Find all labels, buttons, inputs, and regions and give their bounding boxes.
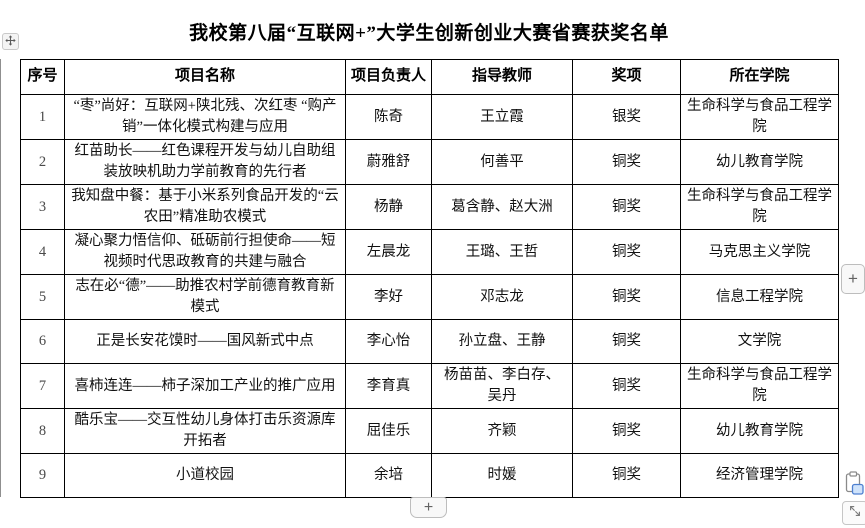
table-cell-award[interactable]: 银奖 — [572, 93, 681, 141]
column-header-award[interactable]: 奖项 — [572, 59, 681, 95]
table-cell-advisor[interactable]: 杨苗苗、李白存、吴丹 — [431, 363, 573, 410]
table-cell-college[interactable]: 文学院 — [680, 319, 839, 365]
diagonal-resize-icon — [847, 503, 863, 524]
table-cell-no[interactable]: 9 — [20, 453, 65, 499]
table-cell-leader[interactable]: 屈佳乐 — [345, 408, 432, 455]
table-cell-no[interactable]: 1 — [20, 93, 65, 141]
table-cell-project[interactable]: 红苗助长——红色课程开发与幼儿自助组装放映机助力学前教育的先行者 — [64, 139, 346, 186]
table-row: 3 我知盘中餐：基于小米系列食品开发的“云农田”精准助农模式 杨静 葛含静、赵大洲 铜奖… — [20, 184, 839, 231]
table-header-row: 序号 项目名称 项目负责人 指导教师 奖项 所在学院 — [20, 59, 839, 95]
table-cell-leader[interactable]: 李好 — [345, 274, 432, 321]
table-cell-award[interactable]: 铜奖 — [572, 319, 681, 365]
clipboard-icon — [845, 471, 864, 500]
table-row: 4 凝心聚力悟信仰、砥砺前行担使命——短视频时代思政教育的共建与融合 左晨龙 王璐、王… — [20, 229, 839, 276]
table-cell-college[interactable]: 马克思主义学院 — [680, 229, 839, 276]
table-cell-advisor[interactable]: 王立霞 — [431, 93, 573, 141]
table-cell-college[interactable]: 信息工程学院 — [680, 274, 839, 321]
table-body: 1 “枣”尚好：互联网+陕北残、次红枣 “购产销”一体化模式构建与应用 陈奇 王立霞银… — [20, 93, 839, 499]
table-cell-award[interactable]: 铜奖 — [572, 453, 681, 499]
table-cell-project[interactable]: 酷乐宝——交互性幼儿身体打击乐资源库开拓者 — [64, 408, 346, 455]
table-cell-advisor[interactable]: 时媛 — [431, 453, 573, 499]
paste-options-button[interactable] — [845, 471, 864, 496]
table-cell-no[interactable]: 7 — [20, 363, 65, 410]
table-move-handle[interactable] — [2, 33, 19, 50]
table-cell-no[interactable]: 4 — [20, 229, 65, 276]
table-cell-no[interactable]: 6 — [20, 319, 65, 365]
awards-table: 序号 项目名称 项目负责人 指导教师 奖项 所在学院 1 “枣”尚好：互联网+陕北… — [20, 59, 839, 499]
table-cell-project[interactable]: 小道校园 — [64, 453, 346, 499]
table-cell-advisor[interactable]: 何善平 — [431, 139, 573, 186]
table-cell-advisor[interactable]: 邓志龙 — [431, 274, 573, 321]
column-header-no[interactable]: 序号 — [20, 59, 65, 95]
table-cell-project[interactable]: 志在必“德”——助推农村学前德育教育新模式 — [64, 274, 346, 321]
page-title: 我校第八届“互联网+”大学生创新创业大赛省赛获奖名单 — [189, 23, 669, 44]
table-cell-leader[interactable]: 左晨龙 — [345, 229, 432, 276]
table-cell-leader[interactable]: 蔚雅舒 — [345, 139, 432, 186]
table-cell-award[interactable]: 铜奖 — [572, 139, 681, 186]
table-row: 6 正是长安花馍时——国风新式中点 李心怡 孙立盘、王静 铜奖 文学院 — [20, 319, 839, 365]
column-header-project[interactable]: 项目名称 — [64, 59, 346, 95]
table-cell-leader[interactable]: 李育真 — [345, 363, 432, 410]
table-cell-leader[interactable]: 杨静 — [345, 184, 432, 231]
table-row: 7 喜柿连连——柿子深加工产业的推广应用 李育真 杨苗苗、李白存、吴丹 铜奖 生命科学与食… — [20, 363, 839, 410]
table-cell-project[interactable]: “枣”尚好：互联网+陕北残、次红枣 “购产销”一体化模式构建与应用 — [64, 93, 346, 141]
table-row: 9 小道校园 余培 时媛 铜奖 经济管理学院 — [20, 453, 839, 499]
table-cell-college[interactable]: 生命科学与食品工程学院 — [680, 93, 839, 141]
table-cell-college[interactable]: 经济管理学院 — [680, 453, 839, 499]
table-cell-award[interactable]: 铜奖 — [572, 408, 681, 455]
table-cell-project[interactable]: 正是长安花馍时——国风新式中点 — [64, 319, 346, 365]
table-cell-advisor[interactable]: 葛含静、赵大洲 — [431, 184, 573, 231]
table-cell-no[interactable]: 2 — [20, 139, 65, 186]
table-cell-no[interactable]: 3 — [20, 184, 65, 231]
table-cell-leader[interactable]: 余培 — [345, 453, 432, 499]
page-edge-line — [0, 59, 1, 497]
table-row: 2 红苗助长——红色课程开发与幼儿自助组装放映机助力学前教育的先行者 蔚雅舒 何善平铜… — [20, 139, 839, 186]
table-cell-award[interactable]: 铜奖 — [572, 363, 681, 410]
table-cell-leader[interactable]: 李心怡 — [345, 319, 432, 365]
table-row: 8 酷乐宝——交互性幼儿身体打击乐资源库开拓者 屈佳乐 齐颖 铜奖 幼儿教育学院 — [20, 408, 839, 455]
column-header-leader[interactable]: 项目负责人 — [345, 59, 432, 95]
table-resize-handle[interactable] — [842, 501, 865, 525]
table-row: 1 “枣”尚好：互联网+陕北残、次红枣 “购产销”一体化模式构建与应用 陈奇 王立霞银… — [20, 93, 839, 141]
table-cell-college[interactable]: 生命科学与食品工程学院 — [680, 363, 839, 410]
table-row: 5 志在必“德”——助推农村学前德育教育新模式 李好 邓志龙 铜奖 信息工程学院 — [20, 274, 839, 321]
table-cell-no[interactable]: 8 — [20, 408, 65, 455]
table-cell-award[interactable]: 铜奖 — [572, 184, 681, 231]
table-cell-college[interactable]: 生命科学与食品工程学院 — [680, 184, 839, 231]
table-cell-advisor[interactable]: 齐颖 — [431, 408, 573, 455]
move-cross-icon — [5, 33, 16, 51]
table-cell-advisor[interactable]: 孙立盘、王静 — [431, 319, 573, 365]
table-cell-leader[interactable]: 陈奇 — [345, 93, 432, 141]
table-cell-college[interactable]: 幼儿教育学院 — [680, 408, 839, 455]
table-cell-advisor[interactable]: 王璐、王哲 — [431, 229, 573, 276]
table-cell-no[interactable]: 5 — [20, 274, 65, 321]
table-cell-project[interactable]: 凝心聚力悟信仰、砥砺前行担使命——短视频时代思政教育的共建与融合 — [64, 229, 346, 276]
table-cell-award[interactable]: 铜奖 — [572, 274, 681, 321]
table-cell-college[interactable]: 幼儿教育学院 — [680, 139, 839, 186]
table-cell-project[interactable]: 我知盘中餐：基于小米系列食品开发的“云农田”精准助农模式 — [64, 184, 346, 231]
table-cell-award[interactable]: 铜奖 — [572, 229, 681, 276]
column-header-advisor[interactable]: 指导教师 — [431, 59, 573, 95]
add-column-button[interactable]: + — [841, 264, 865, 294]
add-row-button[interactable]: + — [410, 497, 447, 518]
column-header-college[interactable]: 所在学院 — [680, 59, 839, 95]
table-cell-project[interactable]: 喜柿连连——柿子深加工产业的推广应用 — [64, 363, 346, 410]
